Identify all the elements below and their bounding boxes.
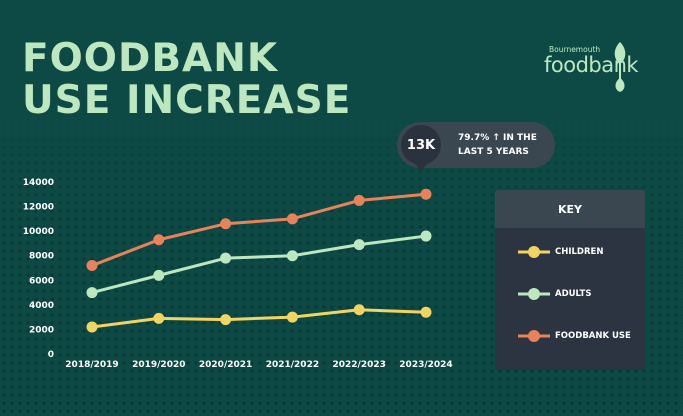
key-title: KEY: [495, 190, 645, 228]
data-point-adults: [86, 287, 98, 299]
data-point-children: [86, 321, 98, 333]
data-point-adults: [220, 252, 232, 264]
data-point-foodbank-use: [220, 218, 232, 230]
callout-pointer: [414, 162, 428, 172]
data-point-foodbank-use: [286, 213, 298, 225]
legend-marker-foodbank-use: [518, 330, 550, 342]
legend-item-foodbank-use: FOODBANK USE: [517, 328, 642, 344]
page-title: FOODBANK USE INCREASE: [22, 36, 352, 123]
data-point-adults: [286, 250, 298, 262]
data-point-children: [286, 311, 298, 323]
legend-item-children: CHILDREN: [517, 244, 642, 260]
legend-marker-adults: [518, 288, 550, 300]
callout-badge: 13K: [401, 125, 441, 165]
data-point-adults: [420, 230, 432, 242]
data-point-foodbank-use: [153, 234, 165, 246]
data-point-children: [153, 312, 165, 324]
y-tick-label: 6000: [29, 276, 54, 286]
legend-item-adults: ADULTS: [517, 286, 642, 302]
data-point-children: [220, 314, 232, 326]
legend-key: KEY CHILDREN ADULTS FOODBANK USE: [495, 190, 645, 370]
x-tick-label: 2020/2021: [199, 360, 252, 370]
data-point-adults: [153, 269, 165, 281]
data-point-children: [353, 304, 365, 316]
foodbank-logo: Bournemouth foodbank: [544, 36, 654, 96]
legend-marker-children: [518, 246, 550, 258]
x-tick-label: 2023/2024: [399, 360, 452, 370]
y-tick-label: 2000: [29, 325, 54, 335]
series-line-adults: [90, 234, 428, 295]
data-point-children: [420, 306, 432, 318]
callout-text: 79.7% ↑ IN THE LAST 5 YEARS: [458, 133, 537, 157]
y-tick-label: 10000: [23, 227, 54, 237]
x-tick-label: 2022/2023: [333, 360, 386, 370]
series-line-foodbank-use: [90, 192, 428, 268]
data-point-adults: [353, 239, 365, 251]
data-point-foodbank-use: [86, 260, 98, 272]
y-tick-label: 14000: [23, 178, 54, 188]
legend-label-children: CHILDREN: [555, 247, 604, 257]
legend-label-adults: ADULTS: [555, 289, 592, 299]
y-tick-label: 4000: [29, 301, 54, 311]
x-tick-label: 2018/2019: [65, 360, 118, 370]
legend-label-foodbank-use: FOODBANK USE: [555, 331, 631, 341]
leaf-drop-icon: [614, 42, 626, 92]
x-tick-label: 2019/2020: [132, 360, 185, 370]
y-tick-label: 8000: [29, 252, 54, 262]
series-line-children: [90, 308, 428, 329]
y-tick-label: 0: [48, 350, 54, 360]
data-point-foodbank-use: [420, 188, 432, 200]
logo-location-text: Bournemouth: [549, 45, 601, 54]
y-tick-label: 12000: [23, 203, 54, 213]
data-point-foodbank-use: [353, 194, 365, 206]
x-tick-label: 2021/2022: [266, 360, 319, 370]
